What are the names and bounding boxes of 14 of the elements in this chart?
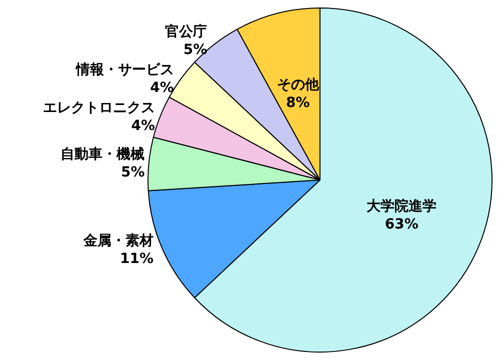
slice-label: 情報・サービス — [74, 62, 174, 78]
data-label: 11% — [120, 250, 154, 267]
slice-label: その他 — [276, 76, 320, 93]
slice-label: エレクトロニクス — [43, 100, 155, 116]
data-label: 8% — [286, 94, 310, 111]
slice-label: 大学院進学 — [366, 197, 437, 214]
data-label: 4% — [150, 80, 174, 96]
data-label: 5% — [183, 42, 208, 58]
slice-label: 官公庁 — [165, 22, 208, 40]
data-label: 4% — [131, 118, 155, 134]
slice-label: 金属・素材 — [82, 232, 154, 249]
data-label: 63% — [384, 216, 418, 232]
data-label: 5% — [120, 164, 145, 180]
slice-label: 自動車・機械 — [60, 146, 145, 162]
